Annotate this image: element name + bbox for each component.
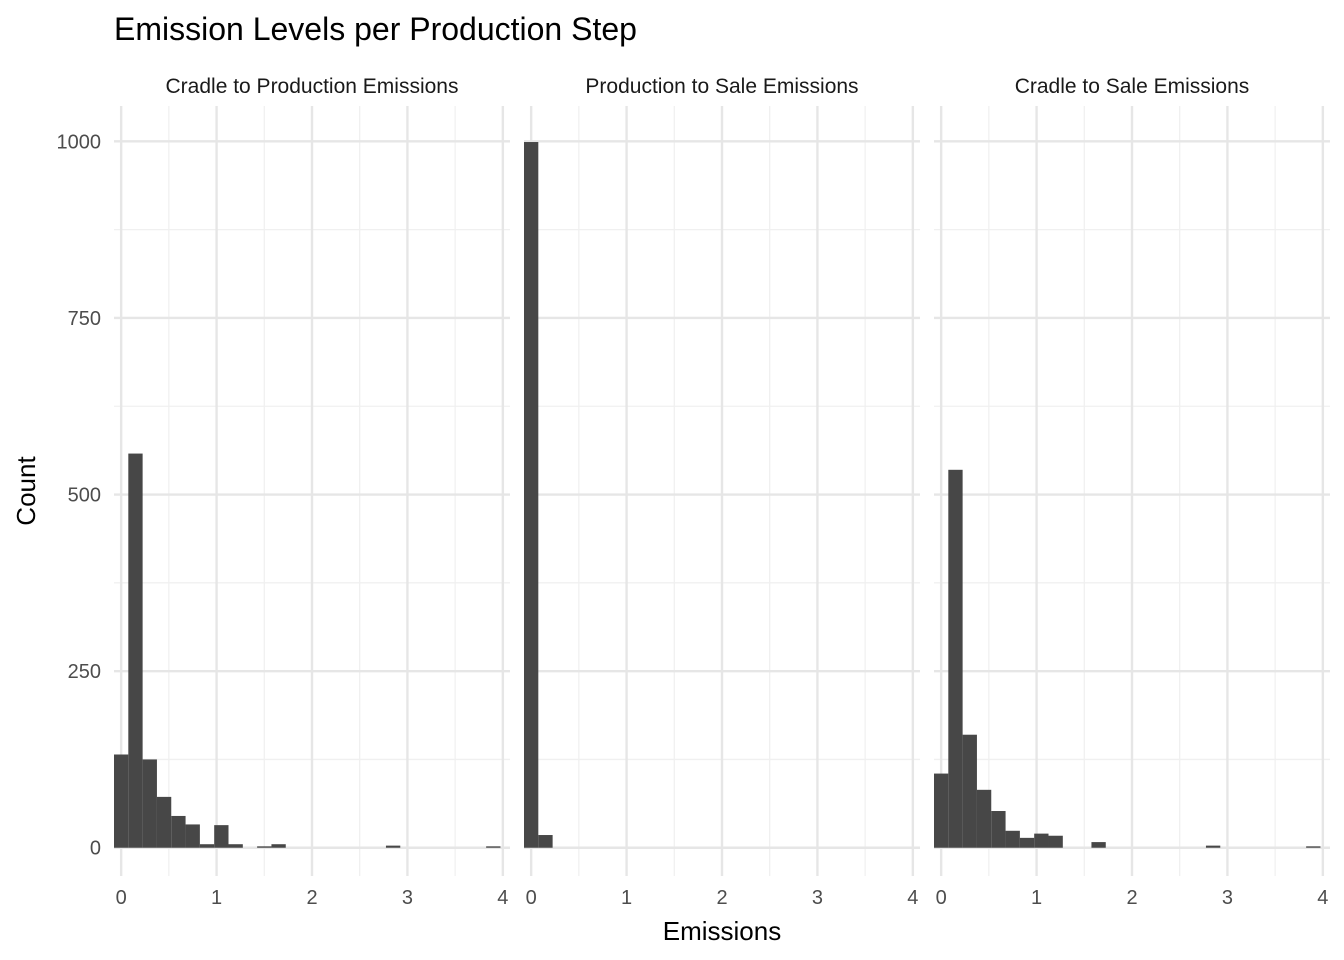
histogram-bar <box>1034 833 1049 848</box>
histogram-bar <box>1005 830 1020 848</box>
x-tick-label: 4 <box>497 887 508 909</box>
facet-panel: Cradle to Sale Emissions 0 1 2 3 4 <box>934 75 1330 909</box>
x-tick-label: 1 <box>1031 887 1042 909</box>
histogram-bar <box>114 754 129 848</box>
histogram-bar <box>257 846 272 848</box>
y-tick-label: 0 <box>90 838 101 860</box>
x-tick-label: 4 <box>1317 887 1328 909</box>
histogram-bar <box>1205 845 1221 848</box>
x-tick-label: 3 <box>402 887 413 909</box>
x-tick-label: 4 <box>907 887 918 909</box>
facet-panel: Production to Sale Emissions 0 1 2 3 4 <box>524 75 920 909</box>
histogram-bar <box>171 815 186 848</box>
x-tick-label: 0 <box>526 887 537 909</box>
facet-strip-label: Production to Sale Emissions <box>585 75 858 98</box>
histogram-bar <box>538 835 553 848</box>
histogram-bar <box>1091 842 1106 848</box>
x-tick-label: 1 <box>211 887 222 909</box>
histogram-bar <box>199 844 215 848</box>
histogram-bar <box>991 811 1006 848</box>
histogram-bar <box>524 142 539 848</box>
y-axis-label: Count <box>11 456 41 526</box>
x-tick-label: 2 <box>1126 887 1137 909</box>
histogram-bar <box>214 825 229 848</box>
histogram-bar <box>128 453 143 848</box>
histogram-bar <box>976 789 992 848</box>
histogram-bar <box>1306 846 1321 848</box>
x-tick-label: 2 <box>716 887 727 909</box>
x-tick-label: 1 <box>621 887 632 909</box>
y-axis-ticks: 0 250 500 750 1000 <box>57 131 102 859</box>
x-tick-label: 0 <box>936 887 947 909</box>
histogram-bar <box>271 844 286 848</box>
x-tick-label: 0 <box>116 887 127 909</box>
facet-strip-label: Cradle to Sale Emissions <box>1015 75 1250 98</box>
y-tick-label: 1000 <box>57 131 102 153</box>
x-tick-label: 2 <box>306 887 317 909</box>
chart-title: Emission Levels per Production Step <box>114 11 637 47</box>
histogram-bar <box>948 469 963 848</box>
histogram-bar <box>156 796 172 848</box>
facet-strip-label: Cradle to Production Emissions <box>166 75 459 98</box>
histogram-bar <box>185 824 200 848</box>
y-tick-label: 750 <box>68 308 101 330</box>
facet-panel: Cradle to Production Emissions 0 1 2 3 4 <box>114 75 510 909</box>
histogram-bar <box>385 845 401 848</box>
y-tick-label: 250 <box>68 661 101 683</box>
y-tick-label: 500 <box>68 485 101 507</box>
histogram-bar <box>934 773 949 848</box>
histogram-bar <box>1048 835 1063 848</box>
x-axis-label: Emissions <box>663 916 781 946</box>
histogram-bar <box>142 759 157 848</box>
x-tick-label: 3 <box>1222 887 1233 909</box>
histogram-bar <box>486 846 501 848</box>
histogram-bar <box>228 844 243 848</box>
x-tick-label: 3 <box>812 887 823 909</box>
histogram-bar <box>962 734 977 848</box>
histogram-bar <box>1019 837 1035 848</box>
